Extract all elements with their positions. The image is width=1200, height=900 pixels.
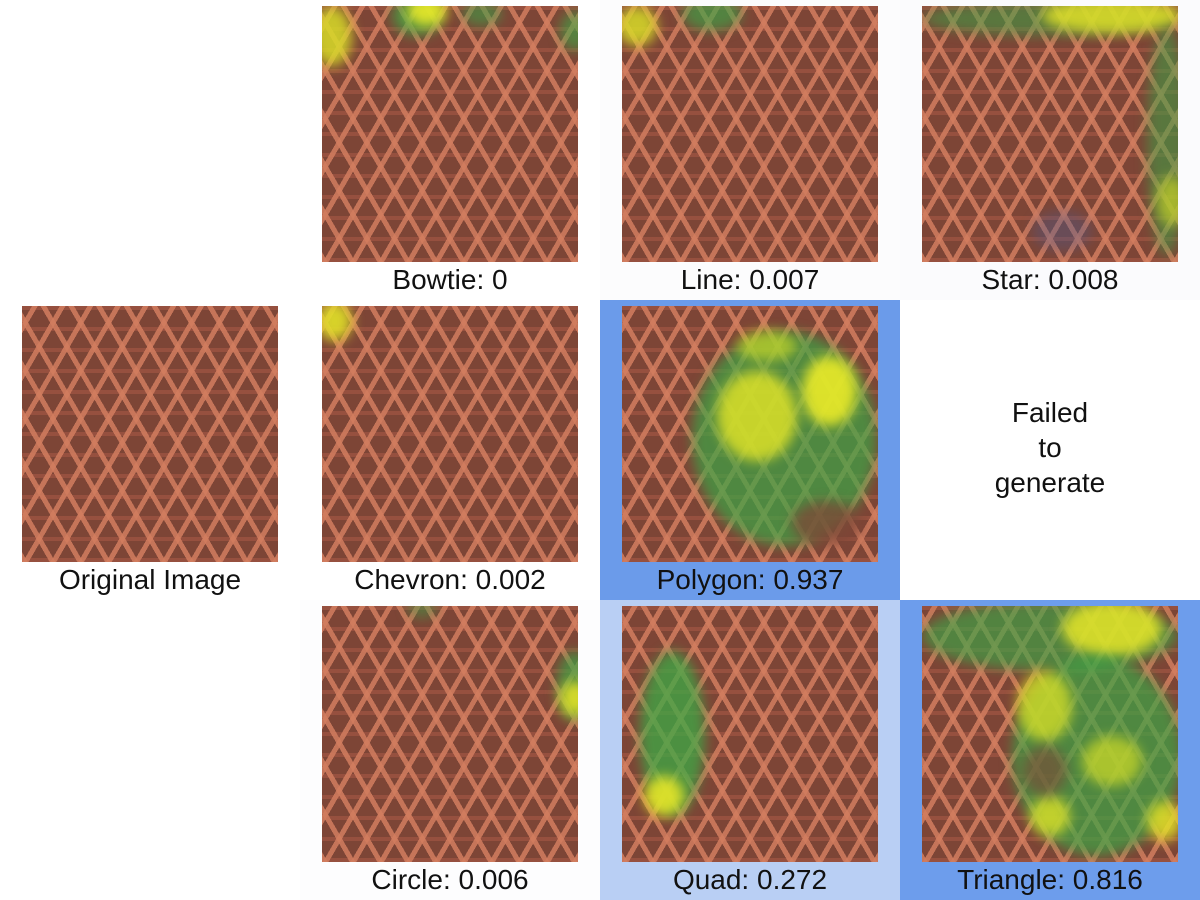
bowtie-heatmap-image — [322, 6, 578, 262]
triangle-caption: Triangle: 0.816 — [957, 864, 1143, 895]
bowtie-caption: Bowtie: 0 — [392, 264, 508, 295]
quad-heatmap-image — [622, 606, 878, 862]
circle-heatmap-image — [322, 606, 578, 862]
cell-failed: Failed to generate — [900, 300, 1200, 600]
polygon-heatmap-image — [622, 306, 878, 562]
failed-line-1: Failed — [1011, 397, 1089, 428]
star-caption: Star: 0.008 — [981, 264, 1119, 295]
cell-triangle: Triangle: 0.816 — [900, 600, 1200, 900]
circle-caption: Circle: 0.006 — [371, 864, 529, 895]
failed-to-generate-message: Failed to generate — [900, 395, 1200, 500]
chevron-caption: Chevron: 0.002 — [354, 564, 546, 595]
line-heatmap-image — [622, 6, 878, 262]
polygon-caption: Polygon: 0.937 — [656, 564, 844, 595]
original-caption: Original Image — [58, 564, 242, 595]
triangle-heatmap-image — [922, 606, 1178, 862]
cell-chevron: Chevron: 0.002 — [300, 300, 600, 600]
line-caption: Line: 0.007 — [680, 264, 820, 295]
cell-bowtie: Bowtie: 0 — [300, 0, 600, 300]
quad-caption: Quad: 0.272 — [672, 864, 828, 895]
cell-polygon: Polygon: 0.937 — [600, 300, 900, 600]
cell-circle: Circle: 0.006 — [300, 600, 600, 900]
original-image — [22, 306, 278, 562]
failed-line-2: to — [1038, 432, 1062, 463]
cell-original: Original Image — [0, 300, 300, 600]
cell-quad: Quad: 0.272 — [600, 600, 900, 900]
chevron-heatmap-image — [322, 306, 578, 562]
cell-line: Line: 0.007 — [600, 0, 900, 300]
star-heatmap-image — [922, 6, 1178, 262]
cell-star: Star: 0.008 — [900, 0, 1200, 300]
failed-line-3: generate — [994, 467, 1106, 498]
